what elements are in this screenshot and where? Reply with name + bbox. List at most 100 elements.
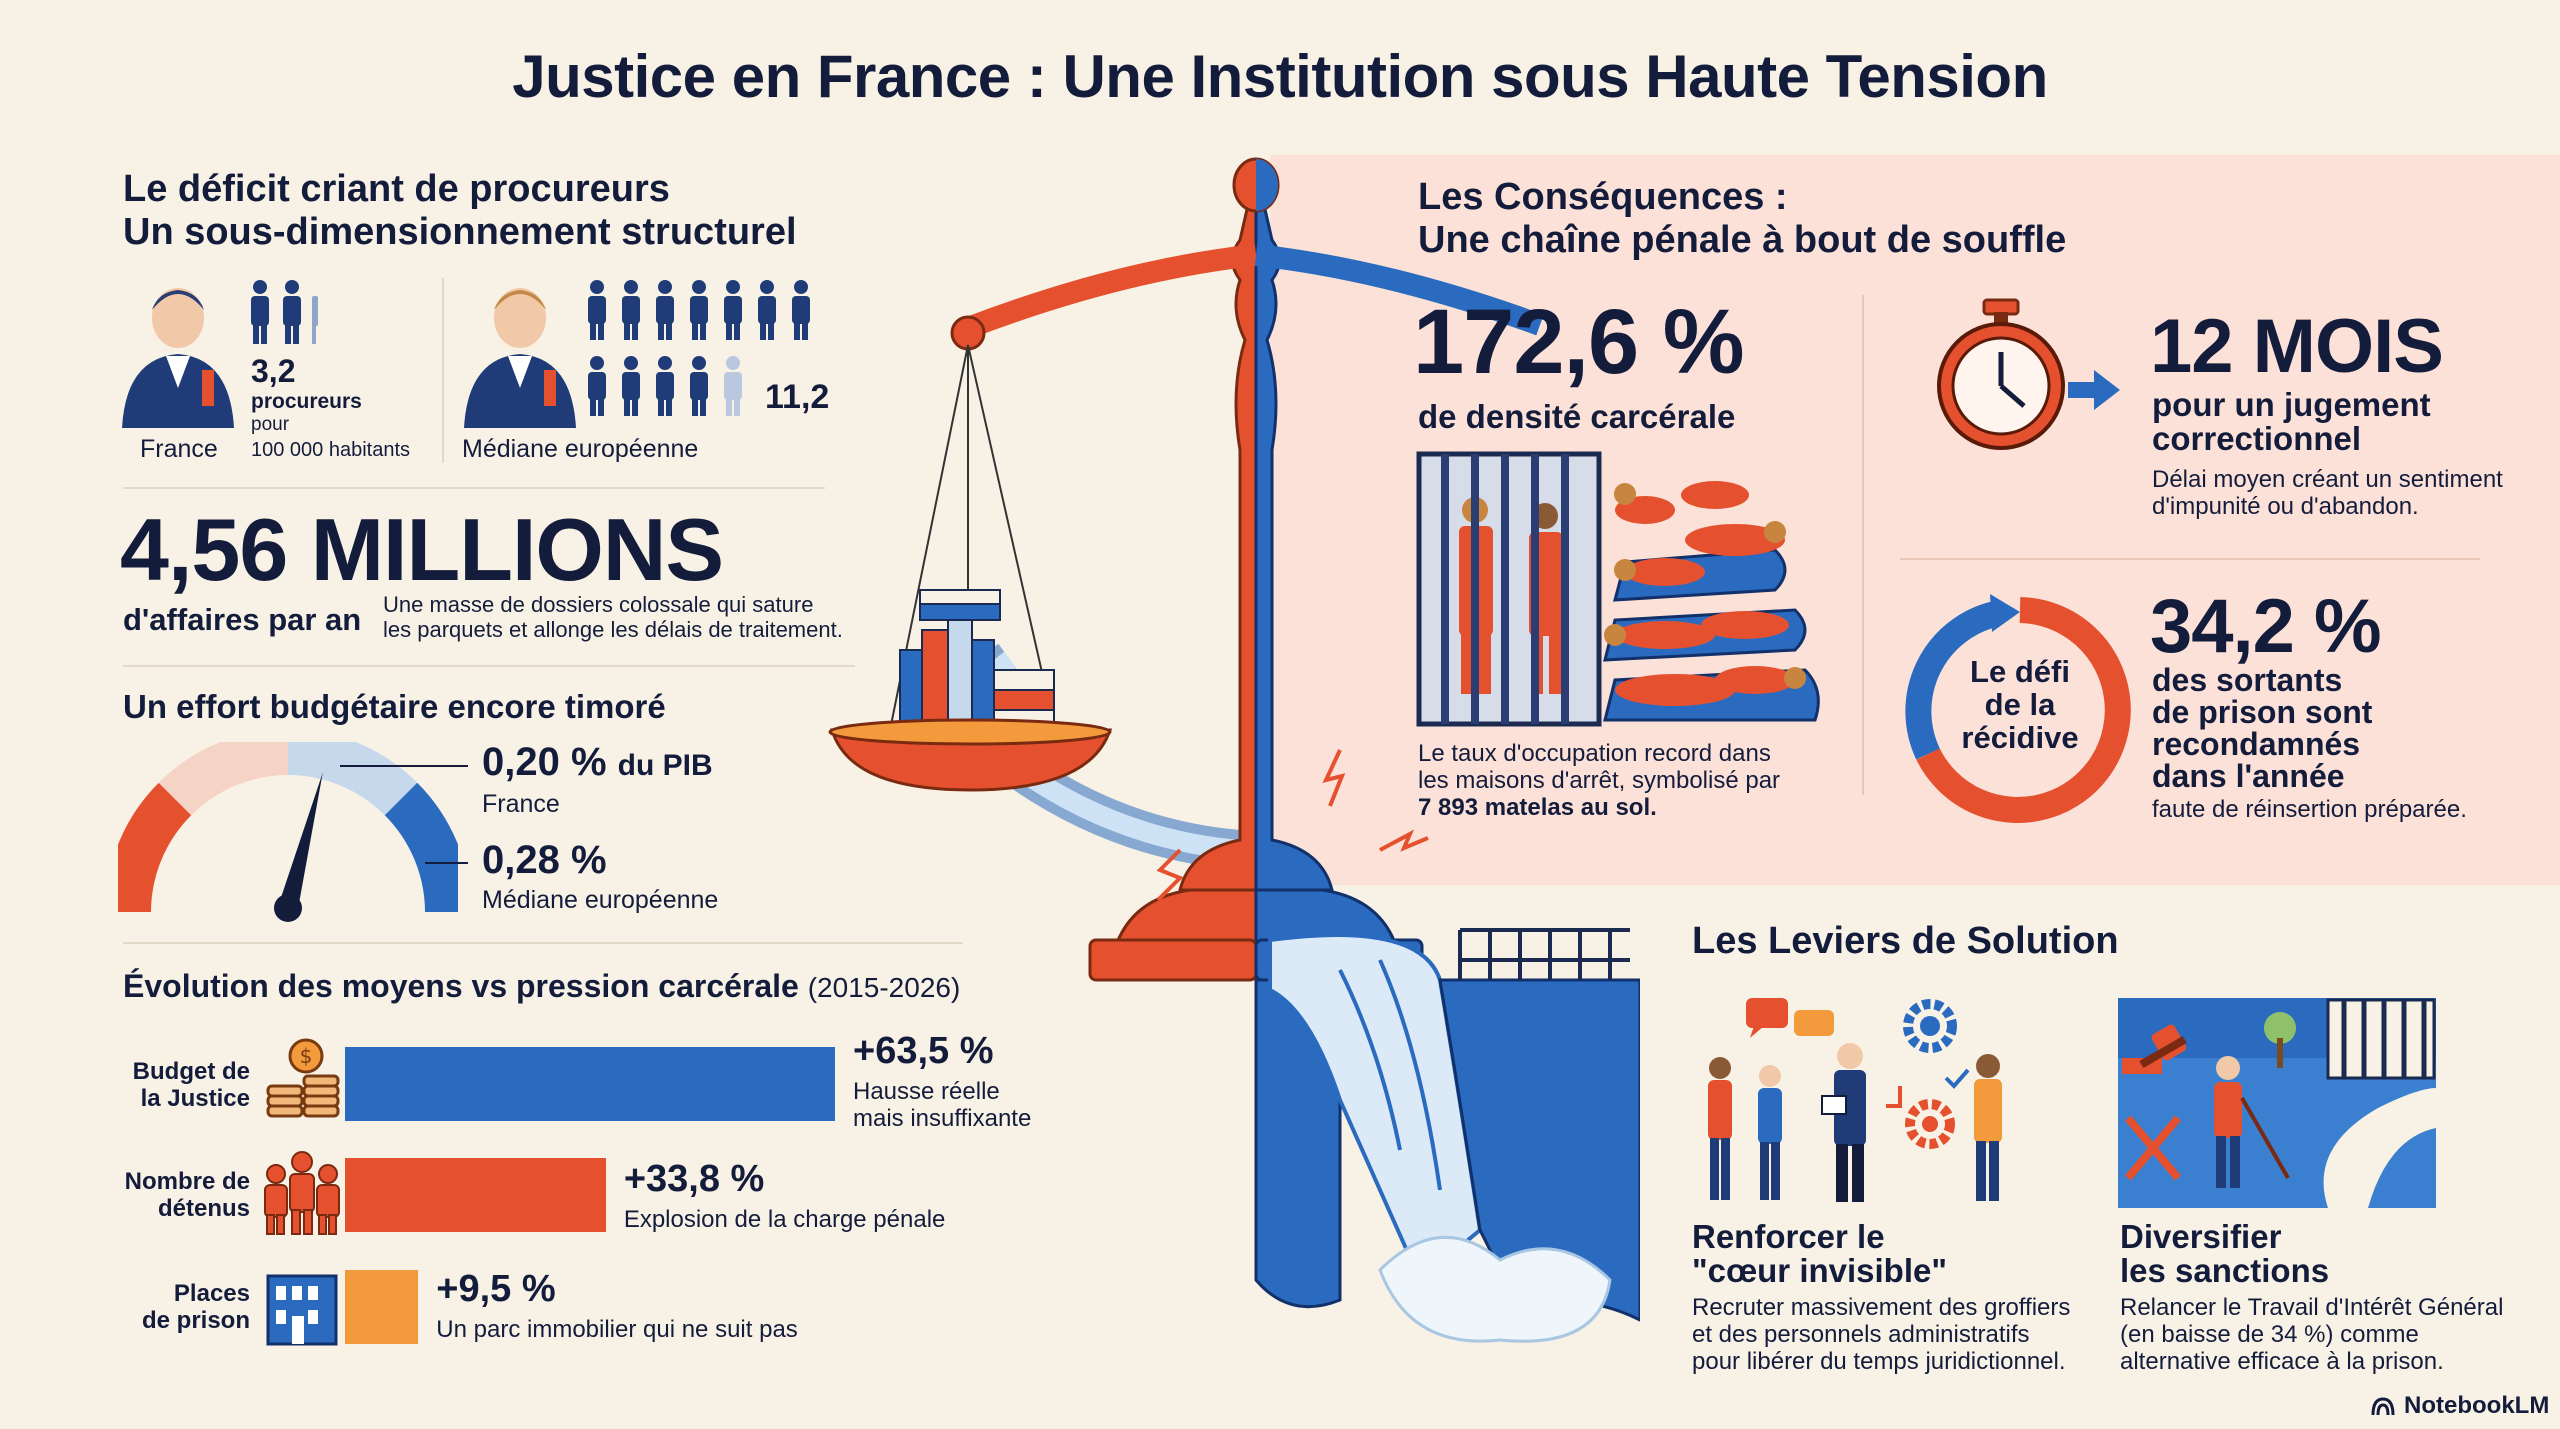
brand-label: NotebookLM [2404, 1392, 2550, 1419]
budget-france-suffix: du PIB [617, 749, 713, 782]
evolution-bar-budget [345, 1047, 835, 1121]
prosecutors-heading-line1: Le déficit criant de procureurs [123, 168, 670, 210]
recidivism-circle-line2: de la [1984, 687, 2056, 722]
evolution-row-label-places: Places de prison [100, 1280, 250, 1334]
cases-sub-label: d'affaires par an [123, 602, 362, 637]
solution-1-description-line2: et des personnels administratifs [1692, 1321, 2030, 1348]
budget-france-value: 0,20 % du PIB [482, 740, 713, 785]
delay-description-line2: d'impunité ou d'abandon. [2152, 493, 2419, 520]
section-divider-3 [123, 942, 963, 944]
evolution-heading: Évolution des moyens vs pression carcéra… [123, 968, 960, 1005]
evolution-pct-budget: +63,5 % [853, 1030, 994, 1072]
budget-europe-label: Médiane européenne [482, 886, 719, 914]
solution-2-description-line2: (en baisse de 34 %) comme [2120, 1321, 2419, 1348]
recidivism-description: faute de réinsertion préparée. [2152, 796, 2467, 823]
evolution-bar-detainees [345, 1158, 606, 1232]
solution-2-description-line3: alternative efficace à la prison. [2120, 1348, 2444, 1375]
page-title: Justice en France : Une Institution sous… [512, 43, 2048, 110]
evolution-period: (2015-2026) [807, 972, 961, 1003]
budget-france-label: France [482, 790, 560, 818]
density-description-line1: Le taux d'occupation record dans [1418, 740, 1771, 767]
density-value: 172,6 % [1413, 291, 1745, 393]
density-description-line3: 7 893 matelas au sol. [1418, 794, 1657, 821]
coins-icon: $ [266, 1038, 340, 1118]
recidivism-label-line2: de prison sont [2152, 694, 2373, 730]
svg-text:$: $ [300, 1044, 313, 1068]
recidivism-circle-line3: récidive [1961, 720, 2079, 755]
section-divider-1 [123, 487, 825, 489]
evolution-row-label-detainees-line2: détenus [157, 1195, 250, 1222]
delay-label-line1: pour un jugement [2152, 386, 2431, 423]
density-description: Le taux d'occupation record dans les mai… [1418, 740, 1780, 821]
consequences-heading: Les Conséquences : Une chaîne pénale à b… [1418, 176, 2066, 262]
density-description-line2: les maisons d'arrêt, symbolisé par [1418, 767, 1781, 794]
recidivism-label-line4: dans l'année [2152, 758, 2345, 794]
evolution-row-label-places-line1: Places [173, 1280, 250, 1307]
budget-gauge [118, 742, 458, 922]
budget-europe-value: 0,28 % [482, 838, 607, 882]
notebooklm-logo-icon [2371, 1397, 2395, 1416]
evolution-row-label-detainees: Nombre de détenus [100, 1168, 250, 1222]
evolution-desc-budget-line2: mais insuffixante [853, 1105, 1032, 1132]
solution-1-title: Renforcer le "cœur invisible" [1692, 1220, 1947, 1288]
prosecutors-heading: Le déficit criant de procureurs Un sous-… [123, 168, 797, 254]
solution-2-title: Diversifier les sanctions [2120, 1220, 2329, 1288]
consequences-divider-2 [1900, 558, 2480, 560]
france-prosecutors-unit-pour: pour [251, 414, 290, 435]
solution-2-title-line2: les sanctions [2120, 1252, 2330, 1289]
evolution-row-label-budget-line2: la Justice [140, 1085, 250, 1112]
solutions-heading: Les Leviers de Solution [1692, 920, 2119, 962]
magistrate-france-icon [122, 288, 234, 428]
europe-label: Médiane européenne [462, 435, 699, 463]
budget-france-pct: 0,20 % [482, 740, 607, 784]
evolution-row-label-places-line2: de prison [141, 1307, 250, 1334]
recidivism-cycle-icon [1905, 594, 2131, 823]
france-prosecutors-value: 3,2 [251, 353, 296, 389]
cases-big-number: 4,56 MILLIONS [120, 500, 724, 599]
stopwatch-icon [1937, 298, 2120, 450]
solution-1-description-line1: Recruter massivement des groffiers [1692, 1294, 2071, 1321]
team-collaboration-icon [1708, 998, 2002, 1202]
evolution-desc-places-line1: Un parc immobilier qui ne suit pas [436, 1316, 798, 1343]
community-service-icon [2118, 998, 2436, 1208]
gauge-needle [278, 772, 323, 911]
france-label: France [140, 435, 218, 463]
evolution-desc-detainees: Explosion de la charge pénale [624, 1206, 946, 1233]
consequences-divider [1862, 295, 1864, 795]
recidivism-value: 34,2 % [2150, 584, 2382, 669]
delay-description-line1: Délai moyen créant un sentiment [2152, 466, 2503, 493]
section-divider-2 [123, 665, 855, 667]
evolution-row-label-budget: Budget de la Justice [100, 1058, 250, 1112]
density-label: de densité carcérale [1418, 398, 1736, 435]
budget-heading: Un effort budgétaire encore timoré [123, 688, 666, 725]
consequences-heading-line2: Une chaîne pénale à bout de souffle [1418, 219, 2067, 261]
recidivism-label-line1: des sortants [2152, 662, 2343, 698]
evolution-row-label-budget-line1: Budget de [132, 1058, 250, 1085]
solution-2-description-line1: Relancer le Travail d'Intérêt Général [2120, 1294, 2504, 1321]
prosecutors-heading-line2: Un sous-dimensionnement structurel [123, 211, 797, 253]
brand-badge: NotebookLM [2370, 1392, 2549, 1420]
evolution-desc-detainees-line1: Explosion de la charge pénale [623, 1206, 946, 1233]
delay-label: pour un jugement correctionnel [2152, 388, 2431, 456]
solution-1-title-line1: Renforcer le [1692, 1218, 1885, 1255]
evolution-desc-budget-line1: Hausse réelle [853, 1078, 1000, 1105]
cases-description: Une masse de dossiers colossale qui satu… [383, 592, 843, 642]
prosecutors-divider [442, 278, 444, 463]
france-prosecutors-unit-population: 100 000 habitants [251, 439, 411, 461]
cases-description-line2: les parquets et allonge les délais de tr… [383, 617, 843, 642]
recidivism-circle-label: Le défi de la récidive [1935, 655, 2105, 754]
building-icon [266, 1274, 338, 1346]
evolution-row-label-detainees-line1: Nombre de [124, 1168, 250, 1195]
people-icon [264, 1151, 340, 1235]
solution-1-description-line3: pour libérer du temps juridictionnel. [1692, 1348, 2066, 1375]
solution-1-description: Recruter massivement des groffiers et de… [1692, 1294, 2070, 1375]
evolution-pct-detainees: +33,8 % [623, 1158, 765, 1200]
overcrowded-prison-icon [1416, 451, 1820, 727]
books-icon [899, 589, 1055, 731]
recidivism-label: des sortants de prison sont recondamnés … [2152, 664, 2372, 792]
evolution-pct-places: +9,5 % [436, 1268, 556, 1310]
delay-value: 12 MOIS [2150, 304, 2444, 389]
evolution-desc-budget: Hausse réelle mais insuffixante [853, 1078, 1031, 1132]
delay-description: Délai moyen créant un sentiment d'impuni… [2152, 466, 2503, 520]
france-prosecutors-unit: procureurs [251, 390, 362, 413]
